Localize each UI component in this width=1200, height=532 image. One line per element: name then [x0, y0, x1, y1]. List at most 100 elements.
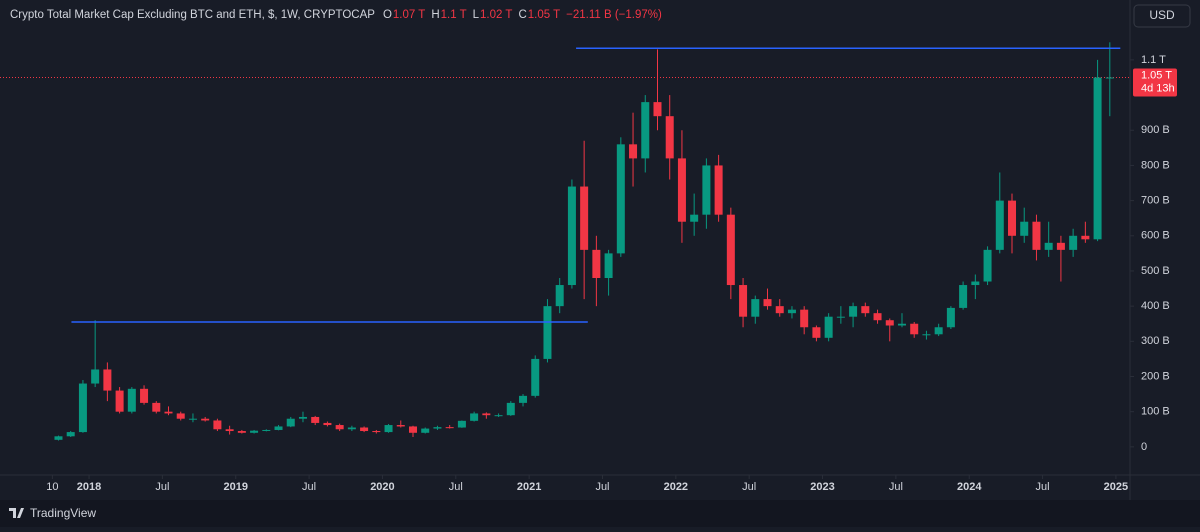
- candle-body: [995, 200, 1004, 250]
- candle-body: [54, 436, 63, 440]
- brand-name: TradingView: [30, 506, 96, 520]
- candle-body: [861, 306, 870, 314]
- candle-body: [164, 411, 173, 414]
- candle-body: [910, 323, 919, 335]
- x-tick-label: 2019: [223, 481, 247, 493]
- candle-body: [298, 416, 307, 419]
- candle-body: [629, 144, 638, 159]
- candle-body: [1020, 221, 1029, 236]
- logo-icon: [9, 508, 24, 518]
- candle-body: [665, 116, 674, 159]
- x-tick-label: 2025: [1104, 481, 1128, 493]
- candle-body: [1069, 235, 1078, 250]
- currency-label: USD: [1149, 8, 1175, 22]
- currency-button[interactable]: [1133, 4, 1191, 28]
- candle-body: [286, 418, 295, 427]
- x-tick-label: 2024: [957, 481, 982, 493]
- y-tick-label: 600 B: [1141, 230, 1170, 242]
- price-label-box: [1133, 68, 1177, 97]
- candle-body: [873, 313, 882, 321]
- x-tick-label: 2022: [664, 481, 688, 493]
- y-tick-label: 500 B: [1141, 265, 1170, 277]
- candle-body: [78, 383, 87, 433]
- candle-body: [237, 431, 246, 433]
- candle-body: [555, 285, 564, 307]
- candle-body: [616, 144, 625, 254]
- candle-body: [311, 416, 320, 423]
- candle-body: [250, 430, 259, 433]
- y-tick-label: 1.1 T: [1141, 54, 1166, 66]
- candle-body: [457, 420, 466, 428]
- candle-body: [897, 323, 906, 326]
- ohlc-key: L: [473, 9, 480, 21]
- candle-body: [604, 253, 613, 279]
- candle-body: [800, 309, 809, 328]
- candle-body: [140, 388, 149, 403]
- candle-body: [519, 395, 528, 403]
- candle-body: [127, 388, 136, 412]
- candle-body: [1032, 221, 1041, 250]
- candle-body: [739, 285, 748, 317]
- candle-body: [274, 426, 283, 430]
- candles: [54, 42, 1114, 441]
- ohlc-key: H: [431, 9, 439, 21]
- candle-body: [824, 316, 833, 338]
- candle-body: [360, 427, 369, 432]
- x-tick-label: Jul: [1036, 481, 1050, 493]
- candle-body: [1056, 242, 1065, 250]
- y-tick-label: 400 B: [1141, 300, 1170, 312]
- candle-body: [262, 429, 271, 431]
- ohlc-value: −21.11 B (−1.97%): [566, 9, 662, 21]
- candle-body: [213, 420, 222, 430]
- candle-body: [787, 309, 796, 314]
- candle-body: [91, 369, 100, 384]
- candle-body: [714, 165, 723, 215]
- ohlc-key: C: [518, 9, 526, 21]
- y-tick-label: 100 B: [1141, 406, 1170, 418]
- candle-body: [115, 390, 124, 412]
- x-tick-label: 2018: [77, 481, 101, 493]
- footer-bar: [0, 500, 1200, 527]
- candle-body: [1008, 200, 1017, 236]
- candle-body: [836, 316, 845, 318]
- price-countdown: 4d 13h: [1141, 82, 1175, 94]
- candle-body: [347, 427, 356, 430]
- candle-body: [690, 214, 699, 222]
- x-tick-label: Jul: [302, 481, 316, 493]
- y-tick-label: 800 B: [1141, 159, 1170, 171]
- x-tick-label: Jul: [155, 481, 169, 493]
- candle-body: [323, 422, 332, 426]
- candle-body: [751, 299, 760, 317]
- y-tick-label: 700 B: [1141, 195, 1170, 207]
- x-tick-label: 2020: [370, 481, 394, 493]
- chart-title: Crypto Total Market Cap Excluding BTC an…: [10, 9, 375, 21]
- candle-body: [971, 281, 980, 286]
- ohlc-value: 1.07 T: [393, 9, 425, 21]
- candle-body: [421, 428, 430, 433]
- candle-body: [152, 402, 161, 412]
- candle-body: [812, 327, 821, 338]
- candle-body: [775, 306, 784, 314]
- candle-body: [959, 285, 968, 308]
- candle-body: [1081, 235, 1090, 240]
- y-tick-label: 0: [1141, 441, 1147, 453]
- candle-body: [201, 418, 210, 421]
- candle-body: [849, 306, 858, 317]
- candle-body: [408, 426, 417, 433]
- candle-body: [983, 249, 992, 282]
- candle-body: [433, 427, 442, 429]
- brand-logo: TradingView: [9, 506, 96, 520]
- ohlc-value: 1.02 T: [480, 9, 512, 21]
- candle-body: [653, 102, 662, 117]
- candle-body: [543, 306, 552, 359]
- candle-body: [580, 186, 589, 250]
- candle-body: [66, 432, 75, 437]
- y-tick-label: 300 B: [1141, 335, 1170, 347]
- candle-body: [445, 427, 454, 429]
- candle-body: [702, 165, 711, 215]
- candle-body: [335, 425, 344, 430]
- candle-body: [1093, 77, 1102, 240]
- x-tick-label: Jul: [889, 481, 903, 493]
